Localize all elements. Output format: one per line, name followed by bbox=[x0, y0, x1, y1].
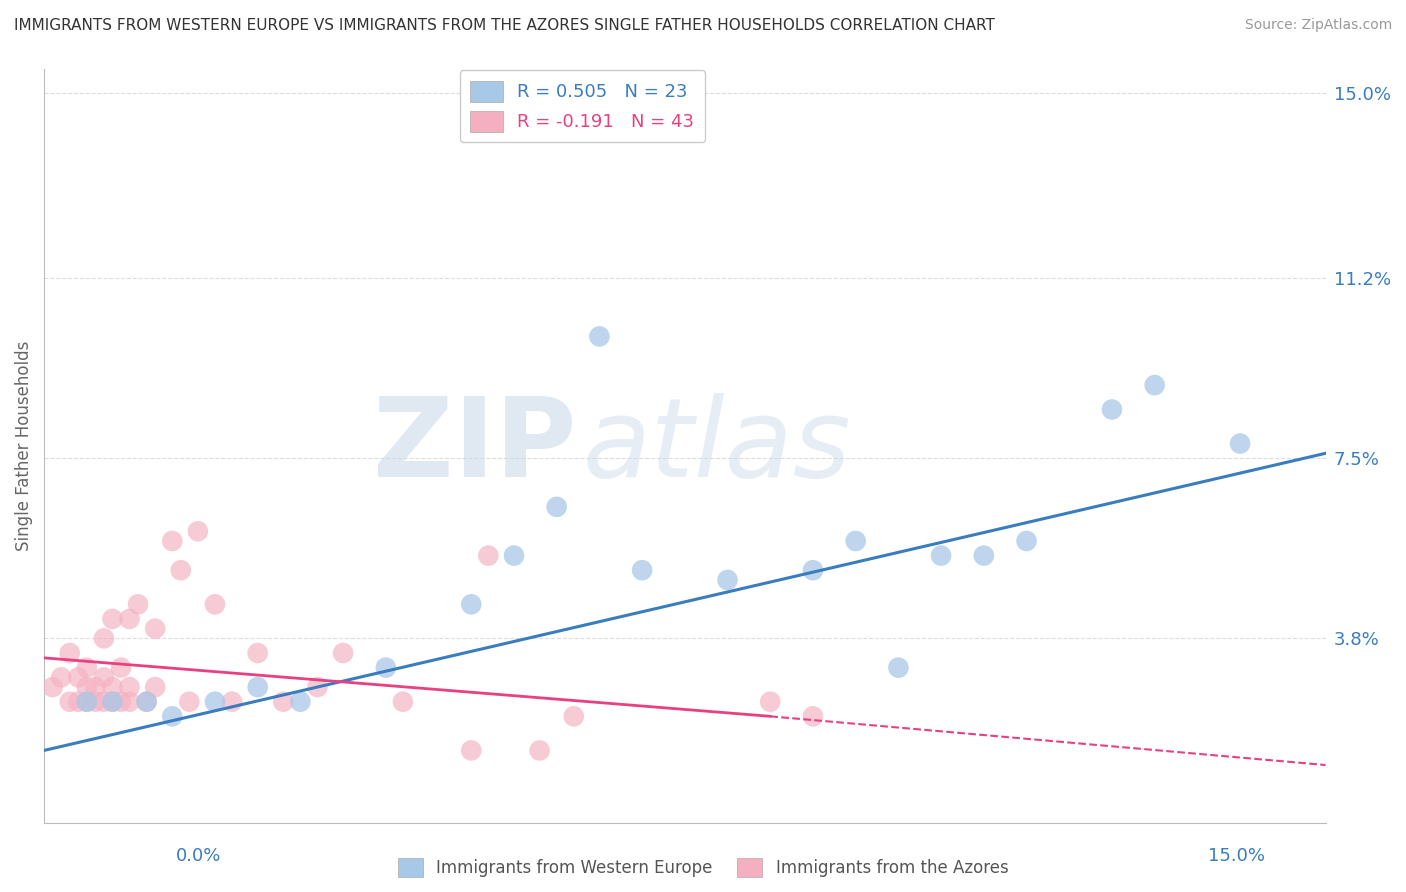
Point bbox=[221, 695, 243, 709]
Point bbox=[631, 563, 654, 577]
Point bbox=[67, 670, 90, 684]
Point bbox=[332, 646, 354, 660]
Point bbox=[529, 743, 551, 757]
Point bbox=[588, 329, 610, 343]
Point bbox=[118, 680, 141, 694]
Point bbox=[135, 695, 157, 709]
Point bbox=[162, 533, 184, 548]
Text: 0.0%: 0.0% bbox=[176, 847, 221, 865]
Point bbox=[101, 612, 124, 626]
Point bbox=[143, 680, 166, 694]
Point bbox=[1143, 378, 1166, 392]
Point bbox=[929, 549, 952, 563]
Point bbox=[460, 597, 482, 611]
Point bbox=[546, 500, 568, 514]
Point bbox=[801, 563, 824, 577]
Point bbox=[290, 695, 312, 709]
Point bbox=[93, 670, 115, 684]
Point bbox=[93, 632, 115, 646]
Point bbox=[759, 695, 782, 709]
Point bbox=[101, 680, 124, 694]
Point bbox=[76, 695, 98, 709]
Point bbox=[477, 549, 499, 563]
Point bbox=[41, 680, 63, 694]
Point bbox=[460, 743, 482, 757]
Point bbox=[127, 597, 149, 611]
Point bbox=[562, 709, 585, 723]
Point bbox=[76, 660, 98, 674]
Point bbox=[118, 695, 141, 709]
Point bbox=[1101, 402, 1123, 417]
Point bbox=[246, 680, 269, 694]
Point bbox=[170, 563, 193, 577]
Point bbox=[101, 695, 124, 709]
Point bbox=[135, 695, 157, 709]
Point bbox=[246, 646, 269, 660]
Legend: Immigrants from Western Europe, Immigrants from the Azores: Immigrants from Western Europe, Immigran… bbox=[391, 851, 1015, 884]
Y-axis label: Single Father Households: Single Father Households bbox=[15, 341, 32, 551]
Text: ZIP: ZIP bbox=[373, 392, 576, 500]
Point bbox=[1015, 533, 1038, 548]
Point bbox=[845, 533, 868, 548]
Point bbox=[179, 695, 201, 709]
Point bbox=[1229, 436, 1251, 450]
Text: atlas: atlas bbox=[582, 392, 851, 500]
Point bbox=[162, 709, 184, 723]
Point bbox=[110, 695, 132, 709]
Point bbox=[204, 597, 226, 611]
Point bbox=[76, 695, 98, 709]
Point bbox=[801, 709, 824, 723]
Point bbox=[716, 573, 738, 587]
Text: IMMIGRANTS FROM WESTERN EUROPE VS IMMIGRANTS FROM THE AZORES SINGLE FATHER HOUSE: IMMIGRANTS FROM WESTERN EUROPE VS IMMIGR… bbox=[14, 18, 995, 33]
Text: Source: ZipAtlas.com: Source: ZipAtlas.com bbox=[1244, 18, 1392, 32]
Point bbox=[973, 549, 995, 563]
Point bbox=[118, 612, 141, 626]
Point bbox=[273, 695, 295, 709]
Point bbox=[204, 695, 226, 709]
Point bbox=[101, 695, 124, 709]
Point bbox=[76, 680, 98, 694]
Point bbox=[84, 695, 107, 709]
Point bbox=[67, 695, 90, 709]
Point bbox=[84, 680, 107, 694]
Point bbox=[392, 695, 415, 709]
Point bbox=[51, 670, 73, 684]
Point bbox=[887, 660, 910, 674]
Point bbox=[59, 695, 82, 709]
Point bbox=[110, 660, 132, 674]
Point bbox=[307, 680, 329, 694]
Point bbox=[503, 549, 526, 563]
Point bbox=[143, 622, 166, 636]
Legend: R = 0.505   N = 23, R = -0.191   N = 43: R = 0.505 N = 23, R = -0.191 N = 43 bbox=[460, 70, 706, 143]
Point bbox=[187, 524, 209, 539]
Text: 15.0%: 15.0% bbox=[1208, 847, 1265, 865]
Point bbox=[374, 660, 396, 674]
Point bbox=[93, 695, 115, 709]
Point bbox=[59, 646, 82, 660]
